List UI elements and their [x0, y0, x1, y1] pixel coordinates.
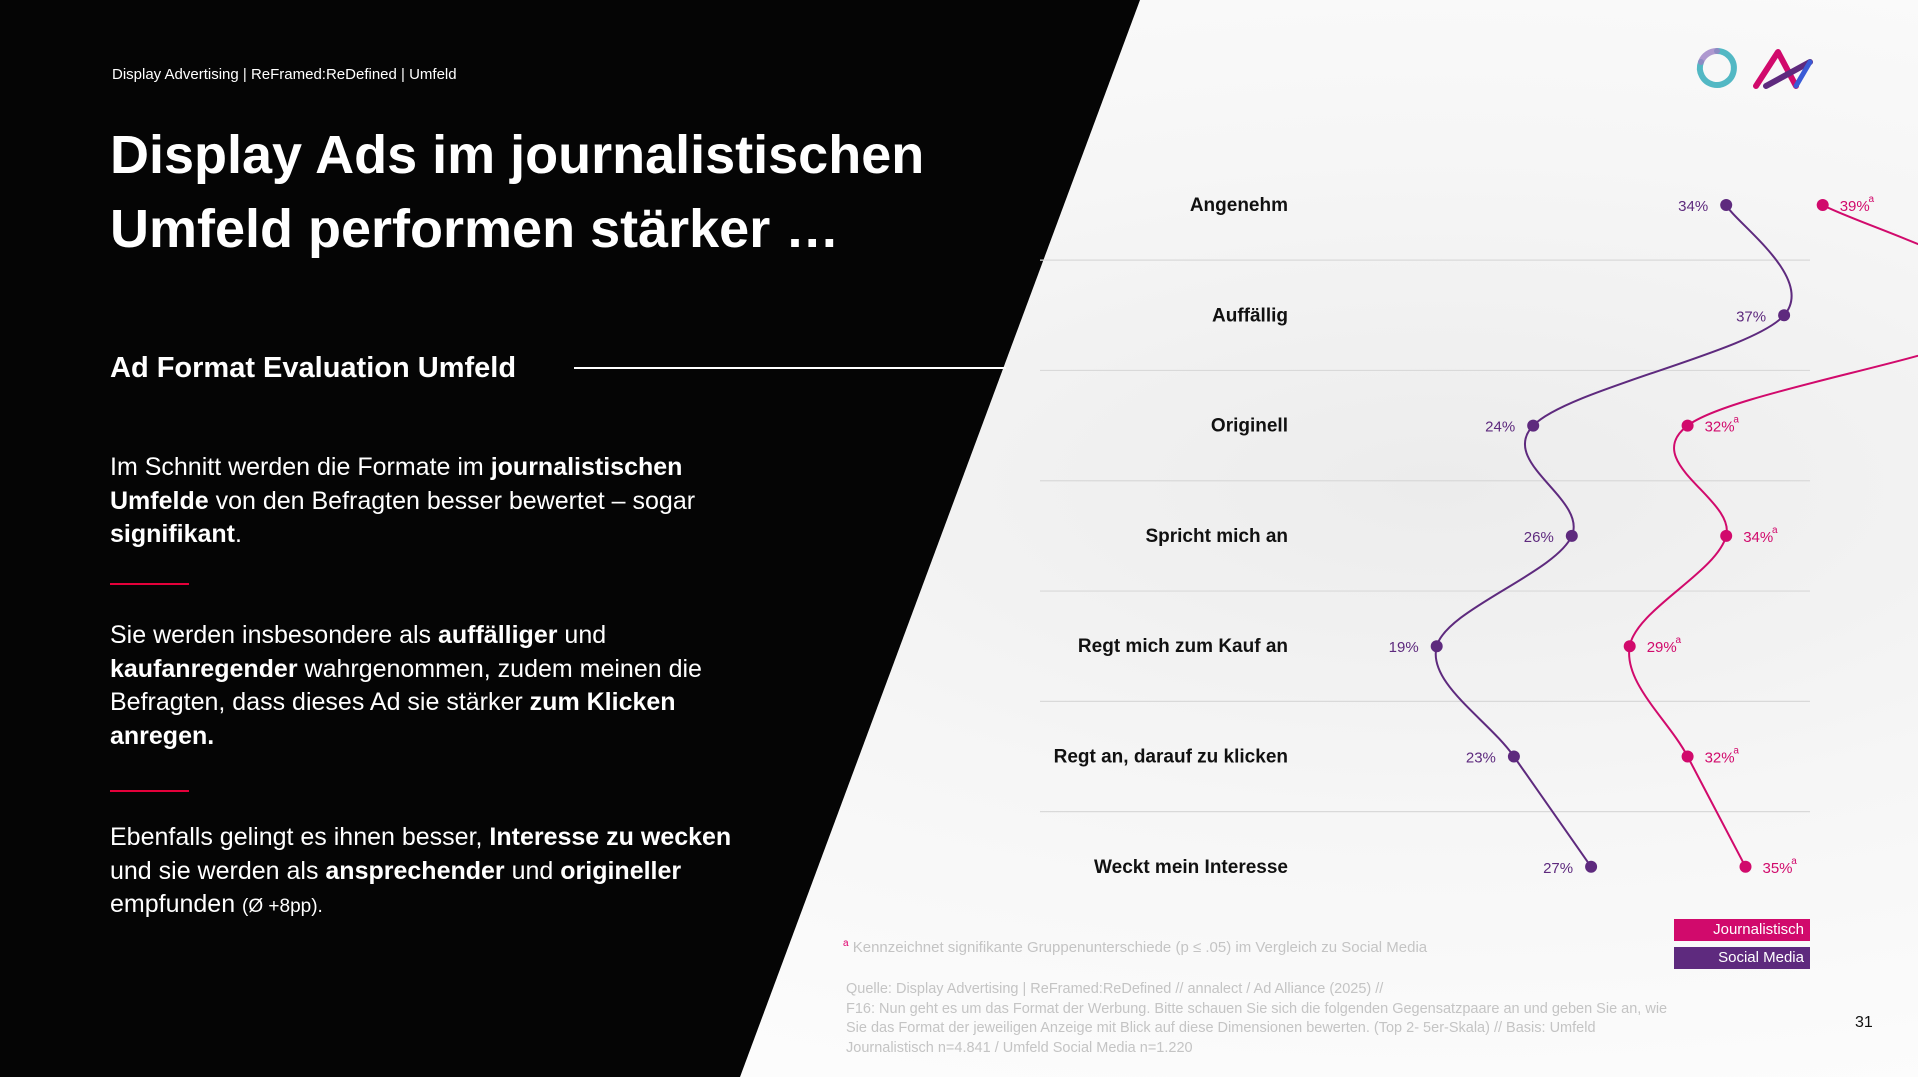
breadcrumb: Display Advertising | ReFramed:ReDefined… [112, 66, 457, 83]
legend-social-media: Social Media [1674, 947, 1810, 969]
summary-paragraph-2: Sie werden insbesondere als auffälliger … [110, 619, 760, 753]
source-line-1: Quelle: Display Advertising | ReFramed:R… [846, 981, 1384, 997]
section-heading: Ad Format Evaluation Umfeld [110, 352, 517, 384]
data-point-social-media [1430, 640, 1443, 653]
ad-alliance-logo-icon [1753, 49, 1813, 89]
p2-segment-2: und [557, 621, 607, 649]
p3-segment-7: (Ø +8pp). [242, 896, 323, 917]
data-label-social-media: 24% [1485, 419, 1515, 436]
page-title-line-2: Umfeld performen stärker … [110, 199, 840, 259]
p1-segment-0: Im Schnitt werden die Formate im [110, 453, 491, 481]
section-divider-line [574, 367, 1006, 369]
significance-marker: a [1791, 856, 1797, 867]
series-line-journalistisch [1628, 204, 1918, 868]
data-label-journalistisch: 32% [1705, 750, 1735, 767]
summary-paragraph-1: Im Schnitt werden die Formate im journal… [110, 451, 760, 552]
significance-marker: a [1733, 415, 1739, 426]
data-label-social-media: 37% [1736, 308, 1766, 325]
data-point-journalistisch [1720, 529, 1733, 542]
data-point-social-media [1507, 750, 1520, 763]
category-label: Spricht mich an [1145, 526, 1288, 547]
p1-segment-4: . [235, 520, 242, 548]
page-title: Display Ads im journalistischen Umfeld p… [110, 118, 970, 266]
p3-segment-2: und sie werden als [110, 856, 326, 885]
data-label-journalistisch: 32% [1705, 419, 1735, 436]
p3-segment-4: und [504, 856, 561, 885]
data-label-social-media: 27% [1543, 860, 1573, 877]
significance-marker: a [1676, 635, 1682, 646]
source-line-4: Journalistisch n=4.841 / Umfeld Social M… [846, 1039, 1193, 1056]
data-point-journalistisch [1816, 199, 1829, 211]
footnote-marker: a [843, 938, 849, 949]
data-point-journalistisch [1681, 419, 1694, 432]
series-line-social-media [1434, 204, 1793, 868]
data-label-journalistisch: 29% [1647, 639, 1677, 656]
data-label-social-media: 19% [1389, 639, 1419, 656]
ring-logo-icon [1696, 47, 1737, 88]
p1-segment-2: von den Befragten besser bewertet – soga… [208, 486, 696, 515]
p3-segment-3: ansprechender [325, 856, 505, 885]
p1-segment-3: signifikant [110, 520, 236, 548]
red-divider-1 [110, 583, 189, 585]
category-label: Originell [1211, 416, 1288, 437]
category-label: Weckt mein Interesse [1094, 857, 1288, 878]
red-divider-2 [110, 790, 189, 792]
data-point-journalistisch [1681, 750, 1694, 763]
footnote-text: Kennzeichnet signifikante Gruppenuntersc… [852, 939, 1428, 956]
p3-segment-6: empfunden [110, 890, 243, 918]
data-label-social-media: 26% [1524, 529, 1554, 546]
data-label-journalistisch: 34% [1743, 529, 1773, 546]
significance-marker: a [1733, 746, 1739, 757]
data-label-journalistisch: 35% [1763, 860, 1793, 877]
data-label-journalistisch: 39% [1840, 198, 1870, 215]
p2-segment-1: auffälliger [437, 621, 558, 649]
summary-paragraph-3: Ebenfalls gelingt es ihnen besser, Inter… [110, 821, 760, 924]
p3-segment-1: Interesse zu wecken [489, 823, 732, 851]
data-point-social-media [1527, 419, 1540, 432]
legend-journalistisch: Journalistisch [1674, 919, 1810, 941]
p1-segment-1: journalistischen Umfelde [110, 453, 683, 515]
p3-segment-5: origineller [560, 856, 682, 885]
p2-segment-5: zum Klicken anregen. [110, 688, 676, 750]
source-note: Quelle: Display Advertising | ReFramed:R… [846, 980, 1726, 1058]
p3-segment-0: Ebenfalls gelingt es ihnen besser, [110, 823, 490, 851]
data-point-journalistisch [1623, 640, 1636, 653]
source-line-2: F16: Nun geht es um das Format der Werbu… [846, 1000, 1668, 1017]
data-point-social-media [1720, 199, 1733, 211]
data-point-social-media [1565, 529, 1578, 542]
significance-marker: a [1869, 194, 1875, 205]
category-label: Regt an, darauf zu klicken [1054, 747, 1288, 768]
page-number: 31 [1855, 1014, 1873, 1031]
p2-segment-4: wahrgenommen, zudem meinen die Befragten… [110, 654, 702, 717]
data-point-social-media [1585, 860, 1598, 873]
data-point-social-media [1778, 309, 1791, 322]
data-label-social-media: 34% [1678, 198, 1708, 215]
significance-footnote: a Kennzeichnet signifikante Gruppenunter… [843, 938, 1427, 956]
category-label: Angenehm [1190, 195, 1288, 216]
source-line-3: Sie das Format der jeweiligen Anzeige mi… [846, 1020, 1596, 1036]
category-label: Auffällig [1212, 305, 1288, 326]
data-point-journalistisch [1739, 860, 1752, 873]
p2-segment-0: Sie werden insbesondere als [110, 621, 438, 649]
data-label-social-media: 23% [1466, 750, 1496, 767]
category-label: Regt mich zum Kauf an [1078, 636, 1288, 657]
p2-segment-3: kaufanregender [110, 654, 298, 683]
significance-marker: a [1772, 525, 1778, 536]
page-title-line-1: Display Ads im journalistischen [110, 125, 925, 185]
